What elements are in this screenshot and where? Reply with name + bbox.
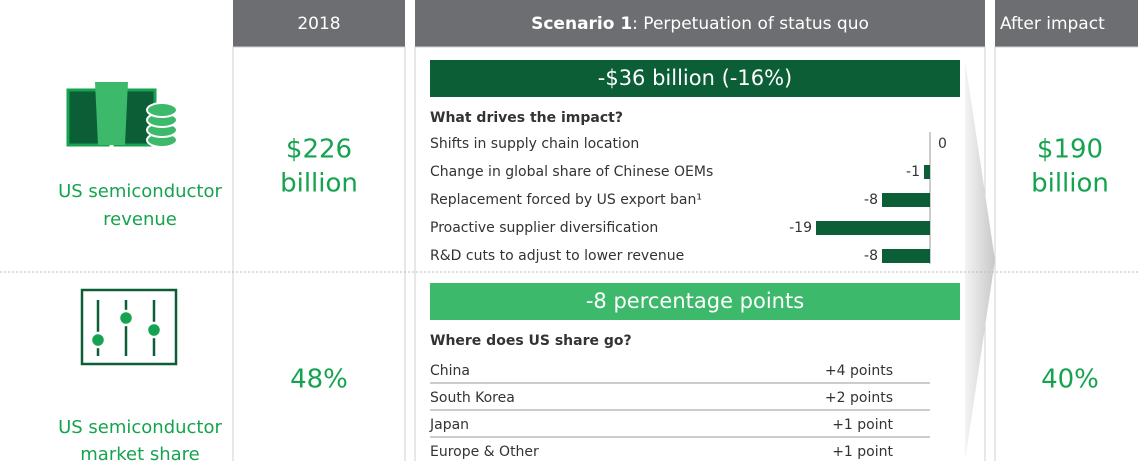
header-after: After impact [1000,14,1105,34]
arrow [965,60,995,461]
share-country: China [430,363,470,379]
share-headline: -8 percentage points [586,289,804,313]
scenario-rest: : Perpetuation of status quo [632,14,869,34]
share-points: +1 point [832,444,893,460]
scenario-bold: Scenario 1 [531,14,632,34]
header-scenario [415,0,985,47]
driver-bar [882,193,930,207]
share-2018: 48% [290,365,348,395]
share-points: +4 points [825,363,893,379]
share-country: Europe & Other [430,444,539,460]
share-label: market share [80,444,200,461]
share-question: Where does US share go? [430,333,632,349]
driver-bar [882,249,930,263]
driver-value: -19 [789,220,812,236]
share-country: Japan [429,417,469,433]
driver-value: 0 [938,136,947,152]
header-2018 [233,0,405,47]
share-label: US semiconductor [58,417,222,438]
driver-label: Proactive supplier diversification [430,220,658,236]
share-after: 40% [1041,365,1099,395]
revenue-label: revenue [103,209,177,230]
header-after [995,0,1138,47]
revenue-after: billion [1031,169,1109,199]
driver-value: -1 [906,164,920,180]
header-year: 2018 [297,14,340,34]
column-2018 [232,46,406,465]
driver-label: Replacement forced by US export ban¹ [430,192,702,208]
revenue-label: US semiconductor [58,181,222,202]
share-headline-bar [430,283,960,320]
revenue-2018: billion [280,169,358,199]
header-scenario-title: Scenario 1: Perpetuation of status quo [531,14,869,34]
driver-bar [816,221,930,235]
share-points: +2 points [825,390,893,406]
share-icon [80,288,178,366]
driver-label: R&D cuts to adjust to lower revenue [430,248,684,264]
driver-label: Change in global share of Chinese OEMs [430,164,713,180]
column-after [994,46,1138,465]
share-country: South Korea [430,390,515,406]
revenue-headline-bar [430,60,960,97]
revenue-2018: $226 [286,135,352,165]
driver-value: -8 [864,192,878,208]
share-points: +1 point [832,417,893,433]
revenue-after: $190 [1037,135,1103,165]
driver-bar [924,165,930,179]
revenue-icon [66,82,178,148]
revenue-headline: -$36 billion (-16%) [598,66,792,90]
driver-value: -8 [864,248,878,264]
driver-label: Shifts in supply chain location [430,136,639,152]
revenue-question: What drives the impact? [430,110,623,126]
